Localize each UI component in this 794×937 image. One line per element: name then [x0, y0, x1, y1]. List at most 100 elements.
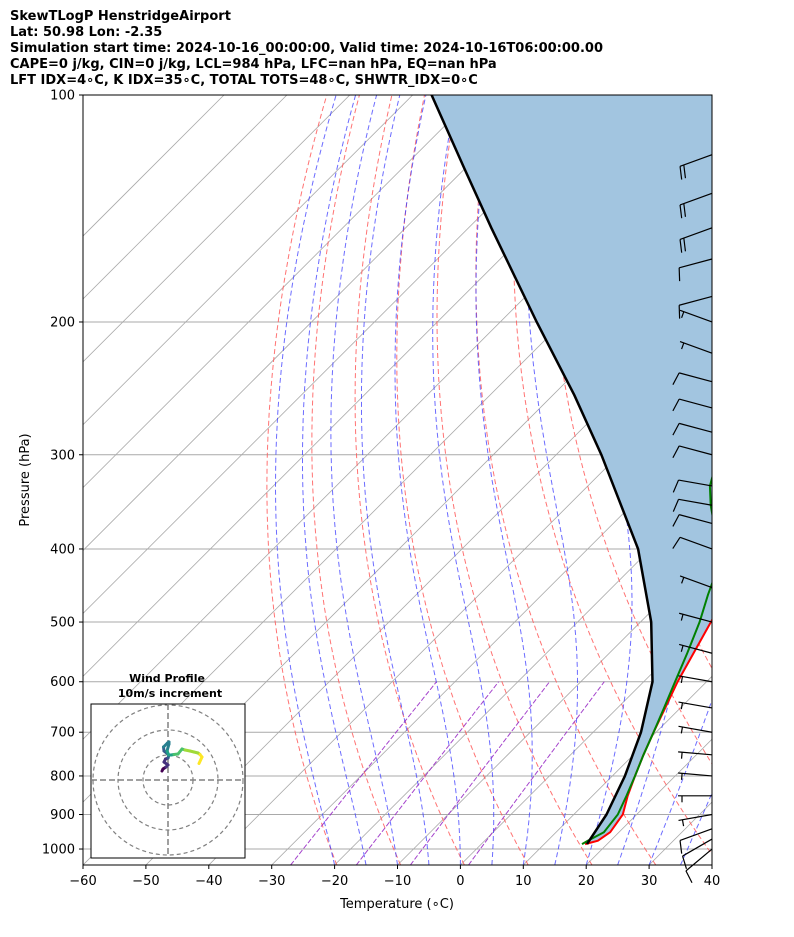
y-tick-label: 1000: [42, 843, 75, 858]
y-axis-label: Pressure (hPa): [18, 433, 33, 526]
wind-barbs: [672, 154, 713, 884]
station-coordinates: Lat: 50.98 Lon: -2.35: [10, 25, 163, 40]
y-tick-label: 500: [50, 616, 75, 631]
moist-adiabat-line: [711, 863, 712, 865]
background-lines: [83, 95, 794, 865]
x-tick-label: 10: [515, 874, 532, 889]
wind-barb-half-feather: [680, 676, 684, 684]
wind-barb-staff: [678, 498, 713, 506]
mixing-ratio-line: [409, 681, 550, 865]
isotherm-line: [334, 487, 712, 865]
simulation-times: Simulation start time: 2024-10-16_00:00:…: [10, 41, 603, 56]
wind-barb-staff: [678, 675, 713, 683]
wind-barb: [679, 154, 713, 180]
wind-barb-half-feather: [680, 614, 684, 621]
moist-adiabat-line: [648, 698, 712, 865]
hodograph-title: Wind Profile: [129, 672, 205, 685]
wind-barb: [678, 701, 713, 710]
hodograph-plot: [91, 704, 245, 858]
wind-barb-staff: [679, 372, 713, 383]
wind-barb-staff: [678, 751, 713, 756]
wind-barb: [678, 813, 713, 827]
y-tick-label: 900: [50, 808, 75, 823]
wind-barb-staff: [679, 514, 713, 525]
wind-barb: [672, 498, 713, 512]
isotherm-line: [83, 95, 288, 300]
wind-barb: [678, 725, 713, 734]
isotherm-line: [83, 95, 476, 489]
wind-barb-half-feather: [681, 577, 685, 584]
wind-barb: [679, 643, 713, 654]
wind-barb-half-feather: [681, 311, 685, 319]
wind-barb-half-feather: [680, 752, 683, 759]
wind-barb: [681, 838, 713, 869]
isotherm-line: [775, 95, 794, 865]
wind-barb-feather: [681, 855, 688, 869]
wind-barb-feather: [672, 372, 680, 385]
dry-adiabat-line: [436, 95, 593, 865]
hodograph-segment: [197, 755, 204, 765]
x-tick-label: −20: [321, 874, 348, 889]
x-tick-label: −10: [384, 874, 411, 889]
x-tick-label: 0: [456, 874, 464, 889]
wind-barb-staff: [679, 154, 713, 167]
wind-barb-staff: [679, 341, 713, 354]
hodograph-inset: Wind Profile 10m/s increment: [90, 672, 246, 859]
wind-barb-feather: [679, 166, 683, 180]
wind-barb-staff: [679, 643, 713, 654]
wind-barb: [679, 341, 713, 354]
y-tick-label: 800: [50, 769, 75, 784]
wind-barb-staff: [679, 227, 713, 240]
wind-barb: [679, 575, 713, 589]
mixing-ratio-line: [468, 681, 605, 865]
isotherm-line: [460, 612, 712, 865]
isotherm-line: [711, 864, 712, 865]
stability-parameters: CAPE=0 j/kg, CIN=0 j/kg, LCL=984 hPa, LF…: [10, 57, 497, 72]
wind-barb: [679, 309, 713, 323]
wind-barb-staff: [682, 838, 713, 857]
wind-barb-feather: [685, 870, 693, 884]
wind-barb-staff: [678, 813, 713, 822]
wind-barb-feather: [672, 537, 681, 549]
wind-barb: [685, 848, 713, 884]
wind-barb-feather: [672, 423, 680, 436]
wind-barb-staff: [679, 192, 713, 206]
mixing-ratio-line: [290, 681, 437, 865]
wind-barb-feather: [672, 499, 680, 512]
wind-barb-staff: [679, 445, 713, 456]
wind-barb-staff: [679, 398, 713, 409]
wind-barb-staff: [678, 479, 713, 487]
cape-area: [431, 95, 712, 845]
wind-barb-half-feather: [680, 702, 684, 710]
isotherm-line: [83, 95, 351, 363]
wind-barb-feather: [672, 398, 680, 412]
wind-barb: [672, 422, 713, 436]
x-tick-label: −50: [132, 874, 159, 889]
moist-adiabat-line: [526, 95, 578, 865]
wind-barb-feather: [672, 479, 680, 493]
wind-barb-staff: [679, 295, 713, 306]
moist-adiabat-line: [330, 95, 398, 865]
wind-barb: [672, 398, 713, 412]
wind-barb-staff: [678, 725, 713, 733]
moist-adiabat-line: [302, 95, 367, 865]
dry-adiabat-line: [311, 95, 402, 865]
moist-adiabat-line: [432, 95, 495, 865]
wind-barb-feather: [679, 239, 683, 253]
wind-barb-half-feather: [681, 342, 685, 350]
dry-adiabat-line: [513, 95, 712, 856]
isotherm-line: [83, 95, 225, 237]
wind-barb-staff: [679, 828, 713, 841]
mixing-ratio-line: [355, 681, 499, 865]
wind-barb-feather: [683, 203, 687, 217]
moist-adiabat-line: [744, 95, 794, 865]
y-tick-label: 700: [50, 726, 75, 741]
dry-adiabat-line: [783, 95, 794, 865]
chart-title: SkewTLogP HenstridgeAirport: [10, 9, 231, 24]
wind-barb-feather: [683, 237, 687, 252]
dry-adiabat-line: [396, 95, 529, 865]
wind-barb-half-feather: [680, 726, 684, 734]
wind-barb-feather: [679, 840, 683, 854]
wind-barb-staff: [685, 848, 713, 872]
